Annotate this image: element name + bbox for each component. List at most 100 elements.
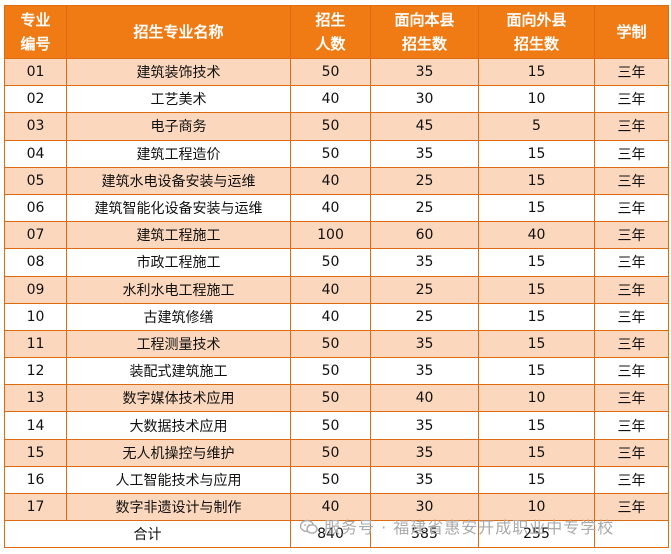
enrollment-table: 专业 编号 招生专业名称 招生 人数 面向本县 招生数 面向外县 招生数 学制 … (4, 5, 669, 549)
cell-duration: 三年 (594, 193, 669, 223)
cell-name: 建筑水电设备安装与运维 (66, 166, 291, 195)
cell-no: 05 (4, 166, 67, 195)
cell-name: 大数据技术应用 (66, 411, 291, 440)
cell-name: 无人机操控与维护 (66, 438, 291, 467)
cell-local: 30 (370, 85, 479, 114)
table-row: 14 大数据技术应用 50 35 15 三年 (4, 411, 669, 440)
cell-outside: 15 (478, 166, 595, 195)
cell-no: 14 (4, 411, 67, 440)
table-row: 02 工艺美术 40 30 10 三年 (4, 85, 669, 114)
cell-total: 50 (290, 465, 371, 495)
cell-outside: 15 (478, 465, 595, 495)
total-duration-cell (594, 520, 669, 549)
cell-no: 10 (4, 302, 67, 331)
cell-name: 电子商务 (66, 112, 291, 141)
header-duration: 学制 (594, 5, 669, 59)
total-cell: 840 (290, 520, 371, 549)
cell-name: 建筑智能化设备安装与运维 (66, 193, 291, 223)
table-row: 16 人工智能技术与应用 50 35 15 三年 (4, 465, 669, 495)
cell-local: 35 (370, 357, 479, 386)
cell-no: 07 (4, 221, 67, 250)
cell-total: 40 (290, 275, 371, 304)
cell-name: 工艺美术 (66, 85, 291, 114)
table-row: 15 无人机操控与维护 50 35 15 三年 (4, 438, 669, 467)
cell-no: 08 (4, 248, 67, 277)
cell-no: 01 (4, 57, 67, 87)
cell-local: 25 (370, 302, 479, 331)
cell-local: 25 (370, 275, 479, 304)
cell-no: 11 (4, 329, 67, 359)
cell-total: 100 (290, 221, 371, 250)
cell-no: 03 (4, 112, 67, 141)
table-row: 03 电子商务 50 45 5 三年 (4, 112, 669, 141)
cell-local: 35 (370, 139, 479, 168)
table-row: 07 建筑工程施工 100 60 40 三年 (4, 221, 669, 250)
wechat-icon (300, 519, 318, 534)
cell-no: 13 (4, 384, 67, 413)
cell-no: 02 (4, 85, 67, 114)
cell-name: 工程测量技术 (66, 329, 291, 359)
table-row: 12 装配式建筑施工 50 35 15 三年 (4, 357, 669, 386)
cell-total: 40 (290, 302, 371, 331)
total-outside-cell: 255 (478, 520, 595, 549)
cell-local: 60 (370, 221, 479, 250)
cell-no: 06 (4, 193, 67, 223)
table-row: 06 建筑智能化设备安装与运维 40 25 15 三年 (4, 193, 669, 223)
cell-duration: 三年 (594, 329, 669, 359)
cell-outside: 15 (478, 329, 595, 359)
cell-total: 40 (290, 492, 371, 522)
cell-name: 建筑工程施工 (66, 221, 291, 250)
cell-name: 市政工程施工 (66, 248, 291, 277)
cell-name: 数字媒体技术应用 (66, 384, 291, 413)
table-body: 01 建筑装饰技术 50 35 15 三年 02 工艺美术 40 30 10 三年 03 电子商务 50 45… (4, 57, 669, 522)
cell-local: 45 (370, 112, 479, 141)
table-row: 09 水利水电工程施工 40 25 15 三年 (4, 275, 669, 304)
cell-duration: 三年 (594, 166, 669, 195)
cell-local: 35 (370, 465, 479, 495)
header-row: 专业 编号 招生专业名称 招生 人数 面向本县 招生数 面向外县 招生数 学制 (4, 5, 669, 59)
cell-duration: 三年 (594, 221, 669, 250)
cell-outside: 15 (478, 193, 595, 223)
cell-local: 35 (370, 438, 479, 467)
cell-local: 40 (370, 384, 479, 413)
cell-local: 35 (370, 411, 479, 440)
cell-duration: 三年 (594, 465, 669, 495)
cell-total: 50 (290, 384, 371, 413)
cell-total: 50 (290, 329, 371, 359)
header-outside: 面向外县 招生数 (478, 5, 595, 59)
cell-outside: 15 (478, 57, 595, 87)
cell-total: 50 (290, 139, 371, 168)
cell-total: 40 (290, 166, 371, 195)
table-row: 05 建筑水电设备安装与运维 40 25 15 三年 (4, 166, 669, 195)
table-row: 17 数字非遗设计与制作 40 30 10 三年 (4, 492, 669, 522)
cell-name: 人工智能技术与应用 (66, 465, 291, 495)
cell-outside: 15 (478, 357, 595, 386)
table-row: 04 建筑工程造价 50 35 15 三年 (4, 139, 669, 168)
table-row: 01 建筑装饰技术 50 35 15 三年 (4, 57, 669, 87)
cell-local: 30 (370, 492, 479, 522)
cell-duration: 三年 (594, 139, 669, 168)
header-local: 面向本县 招生数 (370, 5, 479, 59)
cell-total: 40 (290, 85, 371, 114)
cell-duration: 三年 (594, 248, 669, 277)
table-row: 10 古建筑修缮 40 25 15 三年 (4, 302, 669, 331)
cell-total: 50 (290, 112, 371, 141)
watermark-text: 服务号 · 福建省惠安开成职业中专学校 (324, 518, 615, 537)
cell-local: 35 (370, 57, 479, 87)
cell-total: 50 (290, 357, 371, 386)
cell-outside: 5 (478, 112, 595, 141)
cell-duration: 三年 (594, 384, 669, 413)
cell-name: 建筑装饰技术 (66, 57, 291, 87)
cell-outside: 15 (478, 275, 595, 304)
cell-name: 水利水电工程施工 (66, 275, 291, 304)
cell-local: 35 (370, 329, 479, 359)
cell-name: 装配式建筑施工 (66, 357, 291, 386)
cell-outside: 15 (478, 438, 595, 467)
cell-no: 04 (4, 139, 67, 168)
cell-outside: 10 (478, 384, 595, 413)
cell-name: 古建筑修缮 (66, 302, 291, 331)
cell-duration: 三年 (594, 112, 669, 141)
cell-local: 25 (370, 166, 479, 195)
total-local-cell: 585 (370, 520, 479, 549)
cell-outside: 15 (478, 139, 595, 168)
